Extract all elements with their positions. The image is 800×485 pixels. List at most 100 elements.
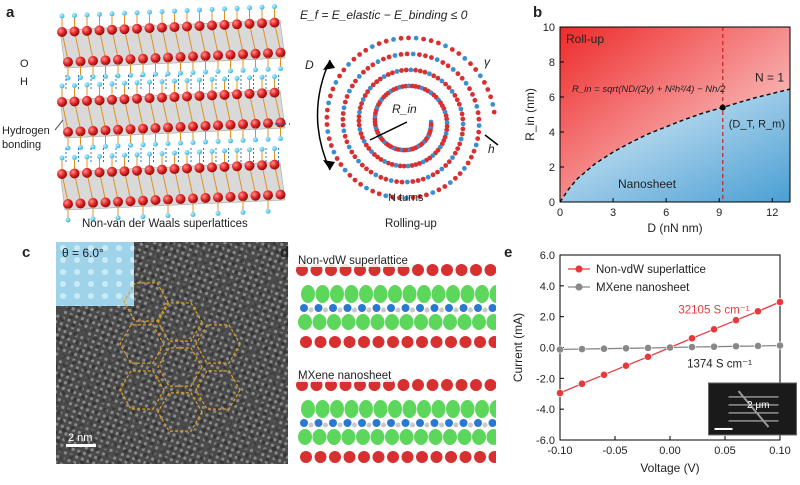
oxygen-atom — [125, 124, 136, 135]
ti-atom — [387, 419, 395, 427]
c-atom — [439, 307, 444, 313]
surface-atom — [474, 336, 486, 348]
hydrogen-atom — [222, 6, 227, 12]
d-arrow — [316, 59, 331, 171]
spiral-atom — [423, 53, 428, 59]
oxygen-atom — [63, 57, 73, 67]
hbond-pointer — [54, 119, 64, 131]
spiral-atom — [422, 69, 428, 75]
data-point — [578, 379, 586, 388]
rin-symbol: R_in — [392, 102, 417, 116]
hydrogen-atom — [272, 74, 277, 80]
spiral-atom — [454, 97, 460, 103]
scale-bar-c — [66, 444, 96, 447]
c-atom — [352, 422, 357, 428]
oxygen-atom — [169, 22, 180, 33]
c-atom — [468, 422, 473, 428]
hydrogen-atom — [115, 143, 121, 149]
surface-atom — [484, 379, 496, 391]
ti-atom — [459, 304, 468, 312]
spiral-atom — [357, 52, 362, 57]
oxygen-atom — [125, 196, 136, 207]
spiral-atom — [460, 116, 466, 122]
ti-atom — [372, 304, 381, 312]
charge-density — [385, 314, 399, 330]
spiral-atom — [460, 121, 466, 127]
spiral-atom — [378, 157, 384, 162]
rin-arrow — [369, 121, 408, 141]
spiral-atom — [353, 78, 358, 84]
charge-density — [298, 314, 312, 330]
rollup-region — [560, 27, 790, 202]
spiral-atom — [356, 158, 361, 164]
oxygen-atom — [182, 91, 192, 102]
hydrogen-atom — [159, 79, 165, 85]
charge-density — [446, 285, 460, 303]
legend-label: Non-vdW superlattice — [596, 264, 706, 276]
charge-density — [457, 314, 472, 330]
x-tick-label: -0.05 — [602, 445, 627, 457]
moire-hexagon — [157, 392, 203, 432]
charge-density — [402, 400, 417, 418]
spiral-atom — [458, 106, 464, 112]
surface-atom — [383, 379, 395, 391]
spiral-atom — [462, 166, 467, 171]
hydrogen-atom — [234, 75, 240, 81]
hydrogen-atom — [172, 150, 177, 156]
charge-density — [486, 314, 496, 330]
energy-equation: E_f = E_elastic − E_binding ≤ 0 — [300, 8, 468, 22]
spiral-atom — [459, 131, 465, 137]
surface-atom — [329, 451, 341, 463]
x-tick-label: 0.10 — [769, 445, 790, 457]
spiral-atom — [443, 163, 449, 168]
c-atom — [352, 307, 357, 313]
spiral-atom — [413, 67, 418, 73]
spiral-atom — [475, 136, 481, 141]
spiral-atom — [488, 94, 493, 100]
oxygen-atom — [163, 52, 173, 63]
spiral-atom — [326, 100, 331, 106]
spiral-atom — [357, 126, 363, 132]
charge-density — [315, 400, 330, 418]
hydrogen-atom — [240, 209, 246, 215]
spiral-atom — [436, 187, 442, 193]
hydrogen-atom — [103, 73, 108, 79]
oxygen-atom — [100, 125, 111, 136]
spiral-atom — [373, 172, 379, 178]
y-tick-label: -4.0 — [536, 404, 555, 416]
hydrogen-atom — [197, 149, 202, 155]
spiral-atom — [368, 169, 374, 175]
spiral-atom — [405, 179, 410, 185]
annotation-red: 32105 S cm⁻¹ — [678, 305, 749, 317]
hydrogen-atom — [90, 216, 96, 222]
spiral-atom — [363, 142, 369, 148]
oxygen-atom — [138, 195, 148, 206]
spiral-atom — [434, 57, 440, 63]
ti-atom — [387, 304, 395, 312]
charge-density — [489, 400, 496, 418]
y-tick-label: 4 — [549, 127, 555, 139]
charge-density — [344, 400, 359, 418]
spiral-atom — [452, 93, 458, 98]
c-atom — [468, 307, 473, 313]
oxygen-atom — [63, 127, 73, 137]
hydrogen-atom — [165, 213, 171, 219]
oxygen-atom — [88, 125, 98, 136]
oxygen-atom — [107, 24, 117, 35]
c-atom — [482, 307, 488, 313]
spiral-atom — [326, 136, 332, 142]
hydrogen-atom — [184, 78, 190, 83]
critical-point-label: (D_T, R_m) — [729, 119, 785, 131]
charge-density — [472, 429, 486, 445]
spiral-atom — [417, 52, 422, 57]
c-atom — [337, 307, 343, 313]
spiral-roll — [324, 35, 497, 201]
spiral-atom — [467, 86, 472, 92]
oxygen-atom — [188, 51, 198, 62]
spiral-atom — [457, 141, 463, 147]
inset-scale-bar — [714, 427, 733, 430]
hydrogen-atom — [115, 215, 121, 221]
c-atom — [439, 422, 444, 428]
c-atom — [323, 422, 328, 428]
c-atom — [381, 422, 386, 428]
